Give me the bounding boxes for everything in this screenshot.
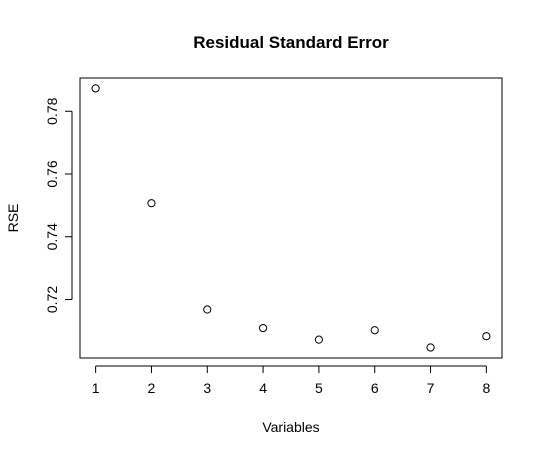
x-tick-label-7: 7 <box>427 380 435 396</box>
x-tick-label-1: 1 <box>92 380 100 396</box>
x-tick-label-6: 6 <box>371 380 379 396</box>
data-point-3 <box>203 305 212 314</box>
y-tick-label-3: 0.78 <box>44 97 60 124</box>
data-points <box>91 84 491 352</box>
data-point-7 <box>426 343 435 352</box>
y-axis-label: RSE <box>5 204 21 233</box>
plot-frame <box>79 77 503 359</box>
x-tick-label-8: 8 <box>482 380 490 396</box>
data-point-2 <box>147 199 156 208</box>
x-axis: 1 2 3 4 5 6 7 8 <box>92 365 490 396</box>
chart-title: Residual Standard Error <box>193 33 389 52</box>
data-point-5 <box>314 335 324 344</box>
x-tick-label-5: 5 <box>315 380 323 396</box>
y-tick-label-0: 0.72 <box>44 286 60 313</box>
data-point-8 <box>482 332 491 341</box>
x-tick-label-2: 2 <box>148 380 156 396</box>
x-tick-label-3: 3 <box>203 380 211 396</box>
data-point-4 <box>258 323 268 333</box>
y-axis: 0.72 0.74 0.76 0.78 <box>44 97 73 313</box>
x-axis-label: Variables <box>262 419 319 435</box>
data-point-6 <box>370 326 379 335</box>
x-tick-label-4: 4 <box>259 380 267 396</box>
y-tick-label-2: 0.76 <box>44 160 60 187</box>
data-point-1 <box>91 84 100 93</box>
y-tick-label-1: 0.74 <box>44 223 60 250</box>
